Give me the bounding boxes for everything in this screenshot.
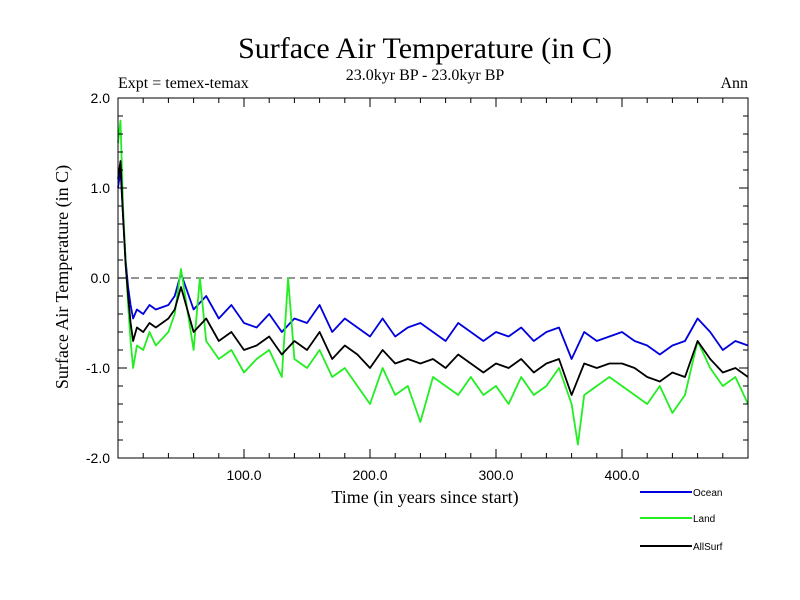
y-tick-label: -2.0: [86, 450, 110, 466]
legend: Ocean Land AllSurf: [640, 488, 723, 553]
y-tick-label: 0.0: [91, 270, 111, 286]
series-line-ocean: [117, 169, 749, 360]
chart-subtitle: 23.0kyr BP - 23.0kyr BP: [346, 67, 505, 84]
x-tick-label: 100.0: [226, 467, 261, 483]
legend-label-ocean: Ocean: [693, 488, 722, 499]
series-line-land: [117, 119, 749, 446]
y-tick-label: -1.0: [86, 360, 110, 376]
y-tick-label: 2.0: [91, 90, 111, 106]
legend-label-allsurf: AllSurf: [693, 542, 723, 553]
x-tick-label: 200.0: [352, 467, 387, 483]
plot-area: 100.0 200.0 300.0 400.0 2.0 1.0 0.0 -1.0 -2.0: [86, 90, 749, 483]
y-axis-title: Surface Air Temperature (in C): [52, 165, 73, 389]
x-axis-label: Time (in years since start): [331, 487, 518, 508]
y-axis-label: Surface Air Temperature (in C): [52, 165, 73, 389]
season-label: Ann: [720, 75, 748, 92]
x-tick-label: 400.0: [604, 467, 639, 483]
legend-label-land: Land: [693, 514, 715, 525]
experiment-label: Expt = temex-temax: [118, 75, 249, 92]
series-line-allsurf: [117, 160, 749, 396]
chart-title: Surface Air Temperature (in C): [238, 32, 612, 65]
x-tick-label: 300.0: [478, 467, 513, 483]
y-tick-label: 1.0: [91, 180, 111, 196]
